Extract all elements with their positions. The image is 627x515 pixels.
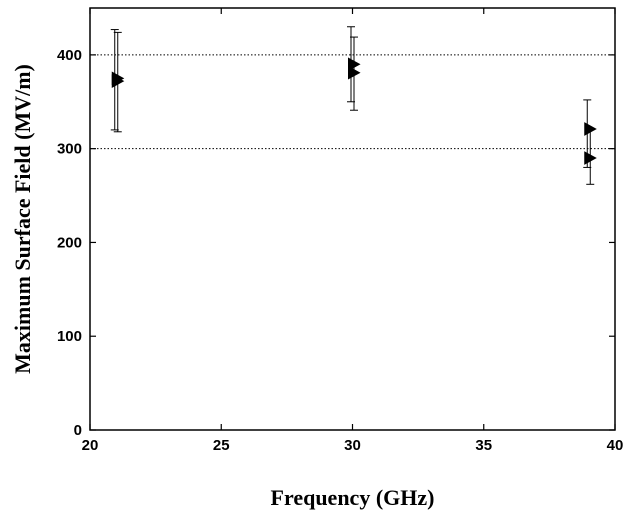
data-markers <box>111 57 597 165</box>
y-axis-ticks: 0 100 200 300 400 <box>57 47 615 439</box>
y-tick-label: 0 <box>74 422 82 439</box>
data-point-marker <box>348 65 361 80</box>
y-tick-label: 300 <box>57 141 82 158</box>
data-point-marker <box>348 57 361 72</box>
x-tick-label: 25 <box>213 437 230 454</box>
data-point-marker <box>111 74 125 88</box>
x-tick-label: 35 <box>475 437 492 454</box>
error-bars <box>110 26 595 185</box>
x-tick-label: 30 <box>344 437 361 454</box>
reference-lines <box>90 54 615 150</box>
y-tick-label: 200 <box>57 234 82 251</box>
y-axis-title: Maximum Surface Field (MV/m) <box>10 64 35 374</box>
x-axis-ticks: 20 25 30 35 40 <box>82 8 624 454</box>
x-axis-title: Frequency (GHz) <box>271 485 435 510</box>
data-point-marker <box>584 151 597 165</box>
y-tick-label: 100 <box>57 328 82 345</box>
x-tick-label: 40 <box>607 437 624 454</box>
y-tick-label: 400 <box>57 47 82 64</box>
data-point-marker <box>584 122 597 136</box>
x-tick-label: 20 <box>82 437 99 454</box>
